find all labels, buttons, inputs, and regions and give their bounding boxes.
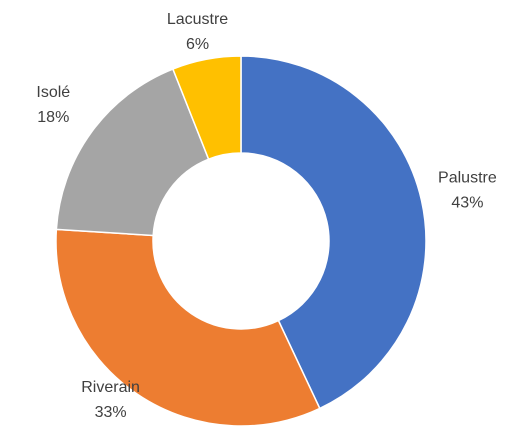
donut-slice (55, 228, 321, 427)
slice-label: Lacustre (167, 11, 228, 28)
slice-value-label: 33% (95, 404, 127, 421)
slice-label: Riverain (81, 379, 140, 396)
donut-slice (240, 55, 427, 410)
donut-slice (171, 55, 242, 161)
slice-label: Isolé (36, 84, 70, 101)
slice-label: Palustre (438, 170, 497, 187)
donut-slice (55, 68, 210, 237)
slice-value-label: 43% (451, 195, 483, 212)
slice-value-label: 18% (37, 109, 69, 126)
slice-value-label: 6% (186, 36, 209, 53)
